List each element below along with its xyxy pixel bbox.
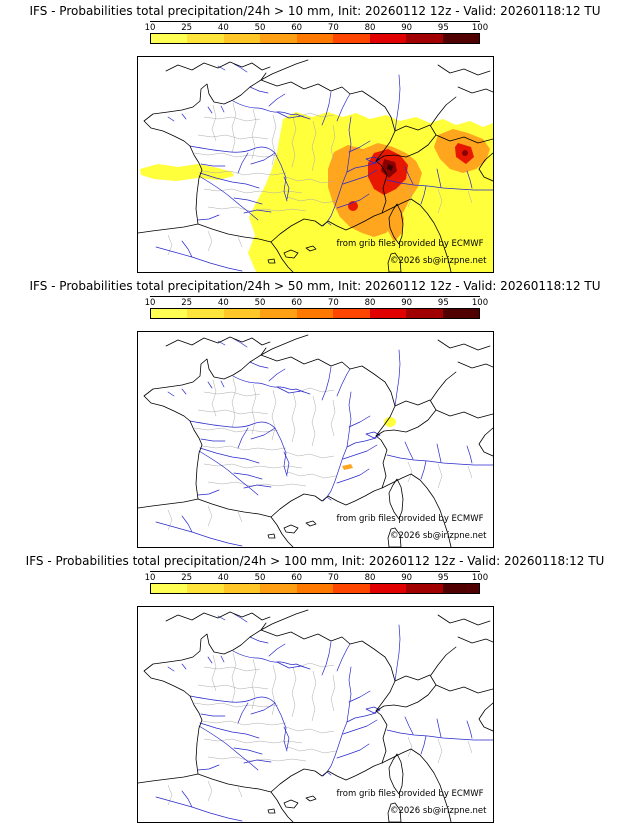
colorbar-segment: [260, 584, 297, 593]
colorbar-tick-50: 50: [254, 23, 266, 33]
attribution-copyright: ©2026 sb@irizpne.net: [389, 531, 487, 541]
colorbar-tick-80: 80: [364, 573, 376, 583]
colorbar-tick-10: 10: [144, 298, 156, 308]
colorbar-tick-95: 95: [437, 298, 449, 308]
colorbar-tick-60: 60: [291, 298, 303, 308]
colorbar-segment: [296, 584, 334, 593]
colorbar-segment: [187, 309, 224, 318]
colorbar-segment: [369, 309, 407, 318]
panel-title-10mm: IFS - Probabilities total precipitation/…: [29, 4, 601, 18]
colorbar-segment: [333, 309, 370, 318]
colorbar-tick-labels: 10 25 40 50 60 70 80 90 95 100: [145, 571, 488, 583]
colorbar-tick-100: 100: [471, 23, 489, 33]
panel-50mm: IFS - Probabilities total precipitation/…: [29, 278, 601, 548]
colorbar-segment: [151, 34, 188, 43]
colorbar-gradient: [150, 308, 480, 319]
colorbar-legend: 10 25 40 50 60 70 80 90 95 100: [145, 571, 488, 594]
colorbar-segment: [442, 34, 479, 43]
colorbar-gradient: [150, 583, 480, 594]
attribution-ecmwf: from grib files provided by ECMWF: [336, 514, 484, 524]
colorbar-tick-90: 90: [401, 298, 413, 308]
colorbar-tick-90: 90: [401, 573, 413, 583]
colorbar-segment: [369, 584, 407, 593]
map-100mm: from grib files provided by ECMWF ©2026 …: [136, 606, 494, 823]
colorbar-segment: [406, 34, 443, 43]
colorbar-segment: [260, 34, 297, 43]
colorbar-segment: [442, 309, 479, 318]
colorbar-legend: 10 25 40 50 60 70 80 90 95 100: [145, 21, 488, 44]
colorbar-legend: 10 25 40 50 60 70 80 90 95 100: [145, 296, 488, 319]
colorbar-tick-70: 70: [327, 573, 339, 583]
colorbar-tick-100: 100: [471, 298, 489, 308]
colorbar-tick-50: 50: [254, 573, 266, 583]
colorbar-tick-10: 10: [144, 573, 156, 583]
colorbar-segment: [333, 584, 370, 593]
colorbar-gradient: [150, 33, 480, 44]
colorbar-tick-60: 60: [291, 23, 303, 33]
colorbar-segment: [369, 34, 407, 43]
colorbar-tick-80: 80: [364, 298, 376, 308]
colorbar-tick-labels: 10 25 40 50 60 70 80 90 95 100: [145, 296, 488, 308]
colorbar-segment: [260, 309, 297, 318]
colorbar-tick-95: 95: [437, 23, 449, 33]
colorbar-tick-25: 25: [181, 298, 193, 308]
colorbar-tick-60: 60: [291, 573, 303, 583]
colorbar-segment: [187, 34, 224, 43]
colorbar-segment: [406, 309, 443, 318]
colorbar-segment: [296, 309, 334, 318]
colorbar-tick-95: 95: [437, 573, 449, 583]
colorbar-tick-40: 40: [217, 23, 229, 33]
panel-10mm: IFS - Probabilities total precipitation/…: [29, 3, 601, 273]
panel-100mm: IFS - Probabilities total precipitation/…: [25, 553, 605, 823]
colorbar-segment: [296, 34, 334, 43]
colorbar-tick-40: 40: [217, 573, 229, 583]
attribution-copyright: ©2026 sb@irizpne.net: [389, 806, 487, 816]
colorbar-tick-80: 80: [364, 23, 376, 33]
colorbar-tick-70: 70: [327, 298, 339, 308]
colorbar-tick-25: 25: [181, 573, 193, 583]
attribution-ecmwf: from grib files provided by ECMWF: [336, 239, 484, 249]
colorbar-segment: [223, 584, 261, 593]
colorbar-tick-100: 100: [471, 573, 489, 583]
colorbar-segment: [223, 309, 261, 318]
colorbar-tick-70: 70: [327, 23, 339, 33]
colorbar-tick-10: 10: [144, 23, 156, 33]
colorbar-segment: [151, 584, 188, 593]
colorbar-segment: [151, 309, 188, 318]
panel-title-100mm: IFS - Probabilities total precipitation/…: [25, 554, 605, 568]
map-50mm: from grib files provided by ECMWF ©2026 …: [136, 331, 494, 548]
colorbar-segment: [187, 584, 224, 593]
colorbar-segment: [406, 584, 443, 593]
map-10mm: from grib files provided by ECMWF ©2026 …: [136, 56, 494, 273]
colorbar-segment: [223, 34, 261, 43]
panel-title-50mm: IFS - Probabilities total precipitation/…: [29, 279, 601, 293]
colorbar-tick-90: 90: [401, 23, 413, 33]
colorbar-segment: [442, 584, 479, 593]
attribution-ecmwf: from grib files provided by ECMWF: [336, 789, 484, 799]
colorbar-tick-40: 40: [217, 298, 229, 308]
attribution-copyright: ©2026 sb@irizpne.net: [389, 256, 487, 266]
colorbar-tick-labels: 10 25 40 50 60 70 80 90 95 100: [145, 21, 488, 33]
colorbar-tick-50: 50: [254, 298, 266, 308]
colorbar-segment: [333, 34, 370, 43]
colorbar-tick-25: 25: [181, 23, 193, 33]
